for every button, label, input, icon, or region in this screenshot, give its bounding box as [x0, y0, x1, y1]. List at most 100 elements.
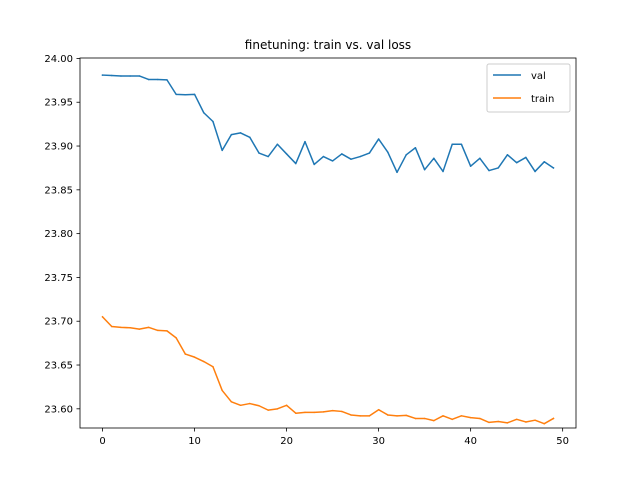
data-point-train — [479, 417, 481, 420]
data-point-train — [497, 420, 499, 423]
plot-area — [101, 74, 555, 425]
data-point-val — [497, 167, 499, 169]
data-point-val — [230, 133, 233, 136]
axes-frame — [79, 57, 577, 429]
data-point-train — [552, 417, 555, 420]
data-point-val — [341, 153, 343, 155]
data-point-train — [120, 326, 122, 329]
data-point-train — [184, 353, 187, 355]
data-point-val — [543, 161, 545, 163]
data-point-train — [101, 316, 104, 318]
data-point-train — [138, 328, 141, 330]
data-point-val — [221, 149, 223, 152]
y-tick-label: 23.60 — [44, 404, 73, 415]
data-point-train — [285, 404, 288, 407]
data-point-train — [193, 356, 196, 358]
data-point-val — [433, 157, 435, 160]
series-points-train — [101, 316, 555, 425]
x-tick-label: 20 — [280, 436, 293, 447]
data-point-val — [525, 156, 527, 159]
y-tick-label: 23.75 — [44, 273, 73, 284]
data-point-val — [460, 143, 463, 146]
data-point-val — [175, 93, 177, 96]
data-point-val — [322, 155, 325, 158]
data-point-val — [359, 155, 361, 158]
data-point-train — [175, 337, 177, 339]
data-point-train — [249, 402, 251, 405]
chart-title: finetuning: train vs. val loss — [245, 38, 411, 52]
data-point-train — [157, 329, 159, 332]
data-point-train — [488, 421, 490, 424]
data-point-val — [157, 78, 159, 81]
data-point-val — [276, 143, 279, 146]
data-point-train — [295, 412, 297, 414]
series-points-val — [101, 74, 555, 174]
data-point-val — [304, 140, 306, 143]
data-point-train — [368, 415, 371, 417]
data-point-val — [414, 147, 417, 149]
data-point-val — [469, 165, 472, 167]
data-point-train — [350, 414, 352, 416]
data-point-val — [552, 167, 555, 169]
y-tick-label: 23.70 — [44, 317, 73, 328]
data-point-train — [423, 417, 426, 420]
series-line-val — [101, 74, 555, 174]
data-point-train — [111, 325, 113, 328]
data-point-train — [331, 409, 334, 412]
data-point-val — [147, 78, 150, 81]
data-point-val — [488, 169, 490, 172]
data-point-train — [543, 422, 545, 425]
data-point-train — [304, 411, 306, 414]
data-point-val — [101, 74, 104, 76]
data-point-train — [147, 326, 150, 329]
data-point-val — [212, 120, 214, 123]
legend-frame — [486, 63, 571, 113]
data-point-train — [506, 422, 509, 424]
data-point-train — [212, 366, 214, 368]
data-point-val — [166, 79, 168, 81]
data-point-train — [313, 411, 315, 414]
data-point-train — [221, 389, 223, 392]
data-point-train — [129, 327, 131, 329]
y-tick-label: 23.80 — [44, 229, 73, 240]
series-line-train — [101, 315, 555, 425]
legend: val train — [486, 63, 571, 113]
data-point-val — [138, 75, 141, 77]
data-point-val — [515, 161, 518, 164]
y-tick-label: 23.95 — [44, 98, 73, 109]
data-point-val — [350, 158, 352, 160]
legend-label-train: train — [531, 94, 554, 105]
data-point-val — [249, 136, 251, 139]
x-tick-label: 40 — [464, 436, 477, 447]
y-tick-label: 24.00 — [44, 54, 73, 65]
data-point-train — [433, 419, 435, 422]
x-axis: 0 10 20 30 40 50 — [99, 428, 569, 447]
data-point-train — [258, 405, 260, 407]
data-point-train — [359, 415, 361, 417]
data-point-train — [322, 411, 325, 413]
data-point-train — [387, 414, 389, 416]
data-point-train — [239, 404, 242, 407]
data-point-val — [377, 138, 380, 140]
data-point-train — [166, 330, 168, 332]
data-point-val — [451, 143, 453, 146]
data-point-train — [276, 408, 279, 410]
data-point-train — [460, 415, 463, 417]
y-tick-label: 23.65 — [44, 361, 73, 372]
data-point-val — [184, 94, 187, 96]
data-point-val — [295, 162, 297, 165]
y-axis: 23.60 23.65 23.70 23.75 23.80 23.85 23.90 23.95… — [44, 54, 80, 415]
data-point-val — [258, 152, 260, 154]
data-point-val — [506, 154, 509, 156]
data-point-val — [267, 155, 269, 158]
data-point-val — [396, 171, 398, 174]
data-point-train — [442, 415, 444, 417]
data-point-val — [120, 75, 122, 77]
data-point-val — [368, 152, 371, 154]
data-point-val — [423, 168, 426, 171]
y-tick-label: 23.90 — [44, 142, 73, 153]
data-point-train — [267, 409, 269, 411]
data-point-val — [111, 74, 113, 77]
data-point-val — [129, 75, 131, 77]
